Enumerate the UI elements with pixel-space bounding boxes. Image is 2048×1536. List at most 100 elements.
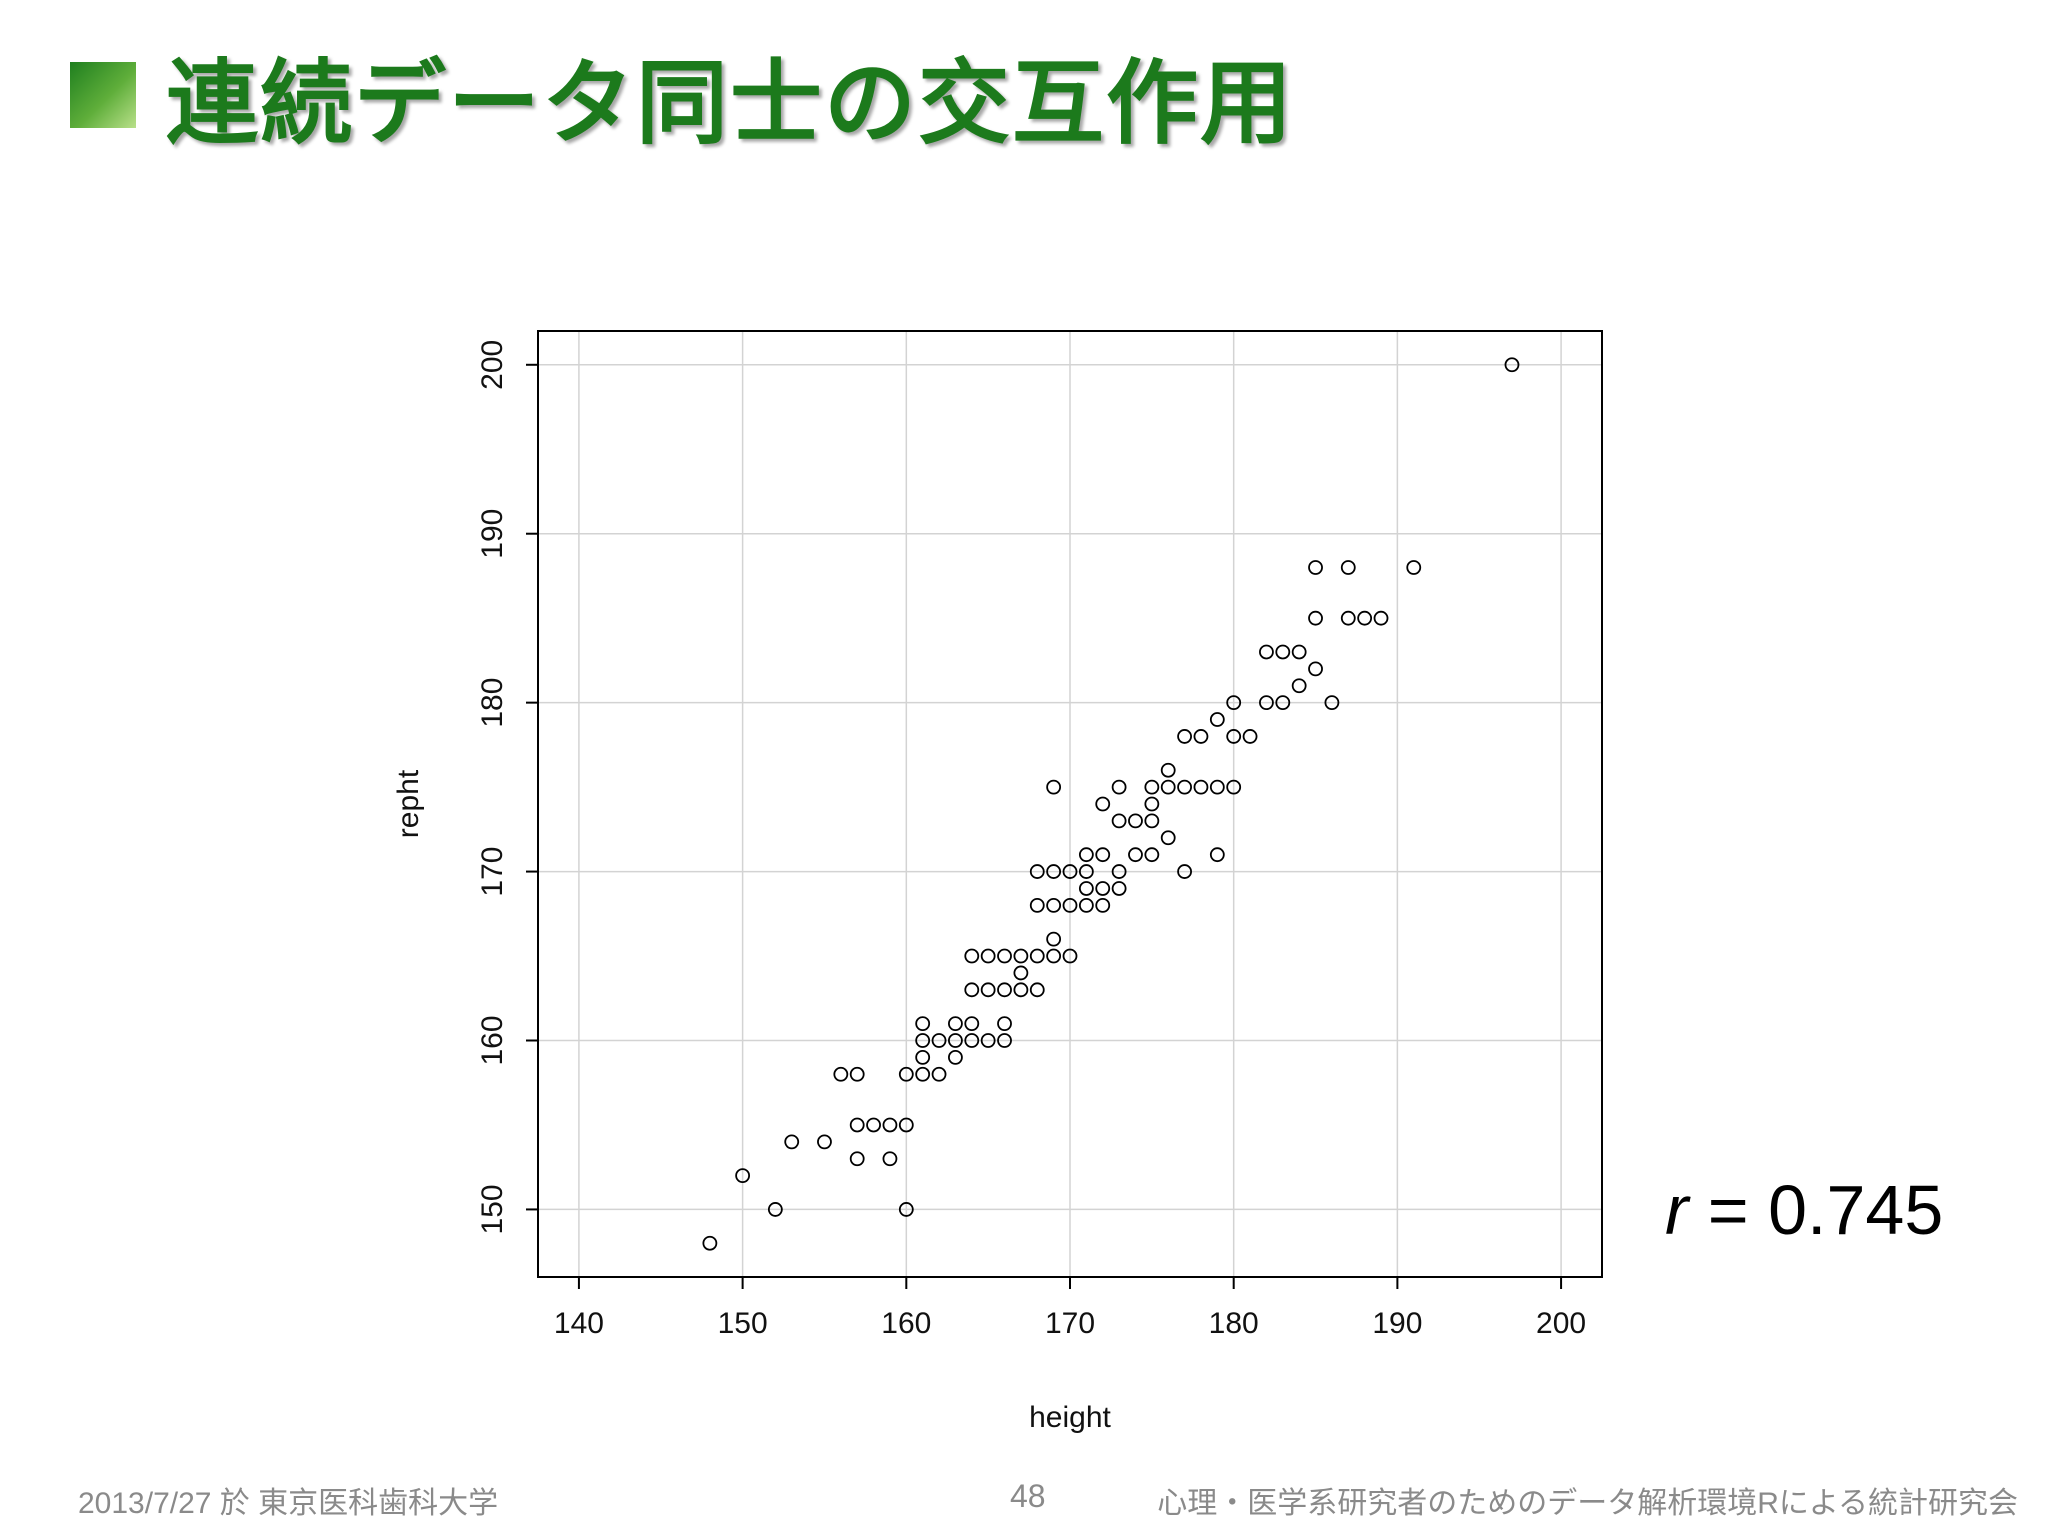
scatter-point	[1144, 796, 1160, 812]
scatter-point	[1095, 847, 1111, 863]
scatter-point	[1111, 779, 1127, 795]
scatter-point	[1324, 695, 1340, 711]
scatter-point	[849, 1151, 865, 1167]
scatter-point	[1095, 796, 1111, 812]
scatter-point	[1013, 965, 1029, 981]
scatter-point	[898, 1202, 914, 1217]
scatter-point	[1226, 695, 1242, 711]
title-bar: 連続データ同士の交互作用	[70, 40, 1294, 157]
scatter-point	[1406, 560, 1422, 575]
scatter-point	[898, 1066, 914, 1082]
scatter-point	[964, 948, 980, 964]
y-tick-label: 200	[476, 340, 509, 390]
correlation-annotation: r = 0.745	[1665, 1170, 1943, 1250]
scatter-point	[1029, 897, 1045, 913]
slide-title: 連続データ同士の交互作用	[166, 49, 1295, 157]
scatter-point	[1177, 779, 1192, 795]
scatter-point	[817, 1134, 832, 1150]
scatter-point	[849, 1066, 865, 1082]
scatter-point	[882, 1117, 898, 1133]
scatter-point	[997, 1016, 1012, 1032]
x-tick-label: 140	[554, 1307, 604, 1340]
scatter-point	[997, 982, 1012, 998]
scatter-point	[1242, 729, 1258, 744]
scatter-point	[1177, 864, 1192, 879]
title-bullet-square	[70, 62, 136, 128]
x-tick-label: 180	[1209, 1307, 1259, 1340]
scatter-point	[866, 1117, 881, 1133]
scatter-point	[1193, 779, 1209, 795]
scatter-point	[1062, 864, 1078, 879]
scatter-point	[964, 982, 980, 998]
scatter-point	[1226, 779, 1242, 795]
scatter-point	[964, 1016, 980, 1032]
scatter-point	[1046, 779, 1062, 795]
scatter-point	[1275, 644, 1291, 660]
scatter-point	[1029, 982, 1045, 998]
scatter-point	[1291, 678, 1307, 694]
scatter-point	[1128, 813, 1143, 829]
scatter-point	[1144, 813, 1160, 829]
scatter-point	[898, 1117, 914, 1133]
y-tick-label: 180	[476, 678, 509, 728]
y-axis-label: repht	[392, 769, 425, 838]
scatter-point	[1046, 897, 1062, 913]
scatter-point	[980, 948, 996, 964]
scatter-points	[702, 357, 1520, 1251]
scatter-point	[1111, 881, 1127, 896]
scatter-point	[1259, 695, 1274, 711]
scatter-point	[980, 1033, 996, 1048]
scatter-point	[1144, 779, 1160, 795]
scatter-point	[1046, 948, 1062, 964]
scatter-point	[1209, 847, 1225, 863]
footer-organization: 心理・医学系研究者のためのデータ解析環境Rによる統計研究会	[1157, 1487, 2018, 1520]
scatter-point	[1275, 695, 1291, 711]
scatter-point	[1160, 830, 1176, 846]
scatter-point	[1177, 729, 1192, 744]
scatter-point	[980, 982, 996, 998]
scatter-point	[1144, 847, 1160, 863]
grid-lines	[538, 331, 1602, 1277]
scatter-point	[1013, 982, 1029, 998]
scatter-point	[1062, 948, 1078, 964]
x-tick-label: 200	[1536, 1307, 1586, 1340]
scatter-point	[1226, 729, 1242, 744]
scatter-point	[1308, 560, 1323, 575]
scatter-point	[1373, 610, 1389, 626]
scatter-point	[784, 1134, 800, 1150]
scatter-point	[915, 1016, 931, 1032]
scatter-point	[997, 948, 1012, 964]
scatter-point	[1095, 881, 1111, 896]
page-number: 48	[1010, 1478, 1046, 1514]
scatter-point	[1340, 610, 1356, 626]
scatter-point	[1504, 357, 1520, 373]
x-tick-label: 150	[718, 1307, 768, 1340]
scatter-point	[1128, 847, 1143, 863]
scatter-point	[1029, 948, 1045, 964]
y-tick-label: 170	[476, 847, 509, 897]
scatter-point	[1078, 897, 1094, 913]
scatter-point	[915, 1033, 931, 1048]
y-tick-label: 190	[476, 509, 509, 559]
scatter-point	[1357, 610, 1373, 626]
scatter-point	[1111, 813, 1127, 829]
scatter-point	[1340, 560, 1356, 575]
y-tick-label: 150	[476, 1184, 509, 1234]
scatter-point	[1160, 779, 1176, 795]
x-tick-label: 160	[881, 1307, 931, 1340]
x-tick-label: 190	[1372, 1307, 1422, 1340]
scatter-point	[1111, 864, 1127, 879]
scatter-point	[735, 1168, 751, 1184]
scatter-point	[1209, 712, 1225, 727]
scatter-point	[1078, 881, 1094, 896]
scatter-point	[1308, 661, 1323, 677]
scatter-point	[1078, 847, 1094, 863]
axis-ticks: 140 150 160 170 180 190 200 150 160 170 180 190 200	[476, 340, 1586, 1340]
correlation-value: = 0.745	[1707, 1171, 1944, 1249]
scatter-point	[931, 1066, 947, 1082]
y-tick-label: 160	[476, 1015, 509, 1065]
scatter-point	[1013, 948, 1029, 964]
scatter-point	[1078, 864, 1094, 879]
x-axis-label: height	[1029, 1401, 1111, 1434]
